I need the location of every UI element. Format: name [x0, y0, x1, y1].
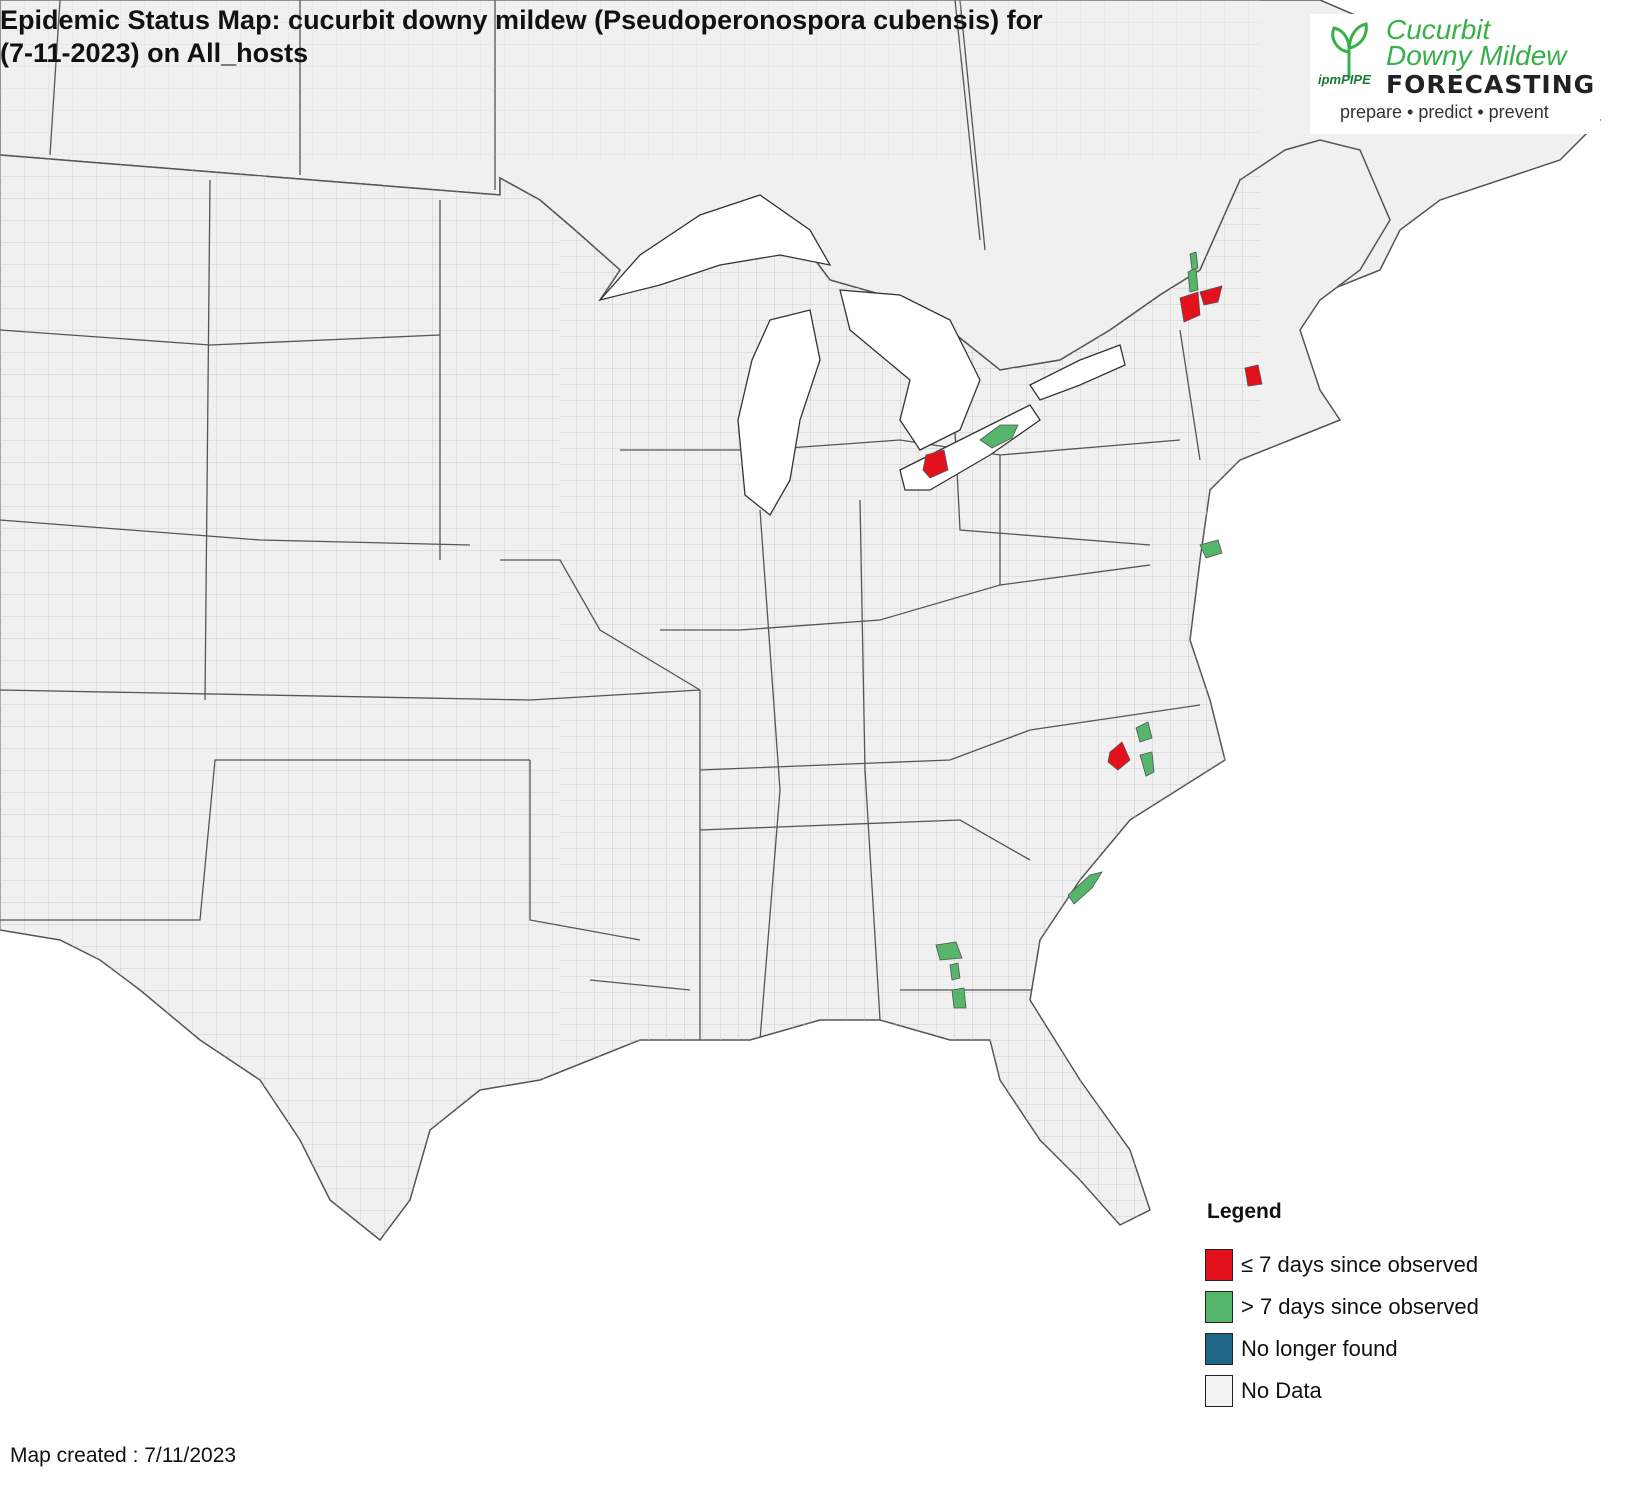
- lake-michigan: [737, 309, 821, 516]
- legend-item-no-longer-found: No longer found: [1205, 1328, 1545, 1370]
- lake-superior: [598, 194, 832, 302]
- map-created-date: Map created : 7/11/2023: [10, 1444, 237, 1467]
- legend-swatch-teal-icon: [1205, 1333, 1233, 1365]
- legend: Legend ≤ 7 days since observed > 7 days …: [1205, 1200, 1545, 1420]
- legend-item-older: > 7 days since observed: [1205, 1286, 1545, 1328]
- title-line2: (7-11-2023) on All_hosts: [0, 38, 309, 68]
- lake-ontario: [1029, 344, 1126, 401]
- legend-label: > 7 days since observed: [1241, 1294, 1479, 1319]
- county-green-ny-west: [979, 424, 1019, 449]
- county-green-ga-c: [951, 987, 967, 1009]
- sprout-icon: [1331, 22, 1368, 78]
- county-green-nc-a: [1135, 721, 1153, 743]
- legend-label: No longer found: [1241, 1336, 1398, 1361]
- legend-swatch-light-icon: [1205, 1375, 1233, 1407]
- cucurbit-forecasting-logo: Cucurbit Downy Mildew ipmPIPE FORECASTIN…: [1310, 14, 1600, 134]
- county-green-ny-north2: [1189, 251, 1199, 271]
- legend-title: Legend: [1207, 1200, 1282, 1223]
- legend-item-recent: ≤ 7 days since observed: [1205, 1244, 1545, 1286]
- legend-swatch-green-icon: [1205, 1291, 1233, 1323]
- legend-label: ≤ 7 days since observed: [1241, 1252, 1479, 1277]
- legend-swatch-red-icon: [1205, 1249, 1233, 1281]
- legend-label: No Data: [1241, 1378, 1322, 1403]
- legend-item-no-data: No Data: [1205, 1370, 1545, 1412]
- page-title: Epidemic Status Map: cucurbit downy mild…: [0, 4, 1200, 70]
- logo-forecasting: FORECASTING: [1386, 70, 1596, 99]
- county-red-oh: [922, 449, 949, 479]
- county-green-ga-b: [949, 962, 961, 981]
- county-green-sc: [1067, 871, 1103, 905]
- county-green-ny-north: [1187, 267, 1199, 293]
- observed-counties: [922, 251, 1263, 1009]
- state-borders: [0, 179, 1201, 1041]
- county-green-nj: [1199, 539, 1223, 559]
- logo-text-line1: Cucurbit: [1386, 14, 1491, 45]
- logo-tagline: prepare • predict • prevent: [1340, 102, 1549, 122]
- county-red-ny-b: [1199, 285, 1223, 306]
- county-green-nc-b: [1139, 751, 1155, 777]
- county-red-ma: [1244, 364, 1263, 387]
- logo-text-line2: Downy Mildew: [1386, 40, 1567, 71]
- ipm-pipe-text: ipmPIPE: [1318, 72, 1371, 87]
- county-green-ga-a: [935, 941, 963, 961]
- county-red-ny-a: [1179, 291, 1201, 323]
- title-line1: Epidemic Status Map: cucurbit downy mild…: [0, 5, 1043, 35]
- lake-huron: [839, 289, 981, 451]
- county-red-nc: [1107, 741, 1131, 771]
